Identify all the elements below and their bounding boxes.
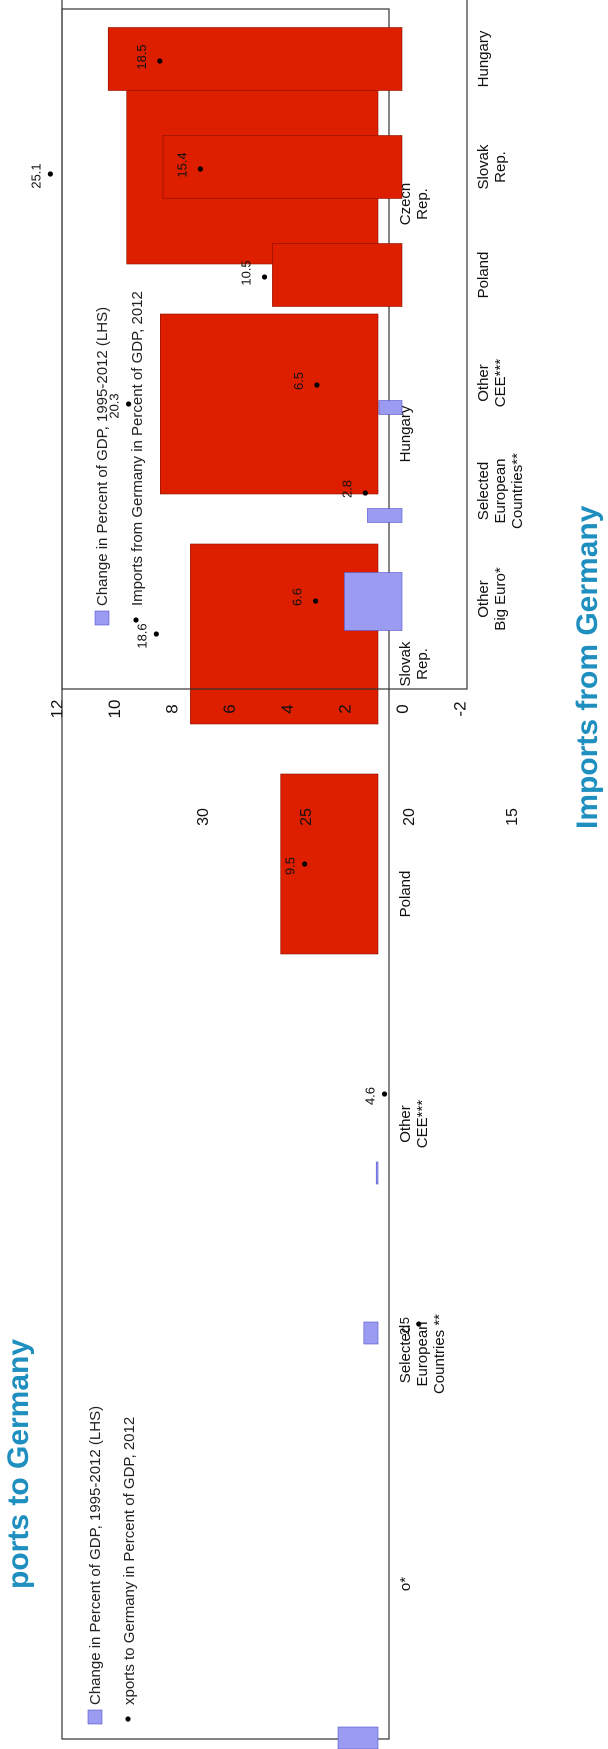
imports-category-label: CEE***	[492, 359, 509, 408]
exports-change-bar	[375, 1161, 379, 1185]
exports-level-marker	[302, 861, 308, 867]
exports-category-label: Other	[397, 1105, 414, 1143]
imports-axis-tick-label: 10	[105, 700, 124, 719]
exports-value-label: 2.5	[397, 1317, 412, 1335]
exports-legend-change: Change in Percent of GDP, 1995-2012 (LHS…	[87, 1406, 104, 1705]
exports-category-label: Countries **	[431, 1314, 448, 1394]
imports-axis-tick-label: 12	[47, 700, 66, 719]
imports-value-label: 6.5	[291, 372, 306, 390]
imports-axis-tick-label: 8	[163, 704, 182, 713]
exports-change-bar	[159, 313, 379, 495]
imports-category-axis: Other Big Euro*Selected European Countries*…	[475, 30, 526, 631]
imports-left-axis: -2 0 2 4 6 8 10 12	[47, 700, 469, 719]
exports-legend-swatch-change	[87, 1709, 103, 1725]
exports-category-label: Selected	[397, 1325, 414, 1383]
exports-change-bar	[337, 1726, 379, 1749]
exports-rhs-tick-label: 30	[195, 808, 212, 826]
exports-chart-title: ports to Germany	[2, 1339, 35, 1589]
imports-category-label: Slovak	[475, 144, 492, 190]
imports-category-label: Other	[475, 580, 492, 618]
exports-level-marker	[416, 1321, 422, 1327]
imports-level-marker	[261, 274, 268, 280]
imports-category-label: Other	[475, 364, 492, 402]
imports-change-bar	[272, 243, 403, 307]
imports-category-label: Hungary	[475, 30, 492, 87]
imports-change-bar	[107, 27, 403, 91]
imports-axis-tick-label: 0	[393, 704, 412, 713]
exports-category-label: Rep.	[414, 188, 431, 220]
exports-legend-level: xports to Germany in Percent of GDP, 201…	[121, 1417, 138, 1705]
imports-value-label: 10.5	[239, 260, 254, 285]
imports-axis-tick-label: -2	[451, 701, 470, 716]
imports-category-label: European	[492, 458, 509, 523]
exports-level-marker	[153, 631, 159, 637]
imports-value-label: 18.5	[134, 44, 149, 69]
exports-change-bar	[363, 1321, 379, 1345]
exports-value-label: 25.1	[28, 163, 43, 188]
exports-rhs-tick-label: 20	[401, 808, 418, 826]
imports-value-label: 6.6	[290, 588, 305, 606]
exports-category-label: Slovak	[397, 641, 414, 687]
imports-legend-marker	[133, 617, 139, 623]
imports-category-label: Poland	[475, 252, 492, 299]
imports-level-marker	[313, 598, 319, 604]
imports-category-label: Selected	[475, 462, 492, 520]
imports-category-label: Rep.	[492, 151, 509, 183]
imports-change-bar	[367, 508, 403, 523]
exports-category-label: Hungary	[397, 405, 414, 462]
imports-bars: 6.6 2.8 6.5 10.5 15.4 18.5	[107, 27, 403, 631]
exports-category-label: European	[414, 1321, 431, 1386]
imports-change-bar	[162, 135, 403, 199]
exports-category-label: o*	[397, 1577, 414, 1591]
imports-value-label: 15.4	[174, 152, 189, 177]
exports-value-label: 9.5	[283, 857, 298, 875]
imports-change-bar	[344, 572, 403, 631]
exports-change-bar	[280, 773, 379, 955]
imports-chart: Imports from Germany Change in Percent o…	[47, 0, 604, 829]
exports-rhs-tick-label: 25	[298, 808, 315, 826]
exports-change-bar	[190, 543, 379, 725]
imports-axis-tick-label: 2	[335, 704, 354, 713]
exports-category-label: Rep.	[414, 648, 431, 680]
exports-category-axis: o* Selected European Countries ** Other CEE**…	[397, 183, 448, 1591]
exports-legend-marker	[125, 1716, 131, 1722]
imports-category-label: Big Euro*	[492, 567, 509, 631]
imports-legend-level: Imports from Germany in Percent of GDP, …	[129, 291, 146, 606]
imports-category-label: Countries**	[509, 453, 526, 529]
imports-level-marker	[157, 58, 163, 64]
imports-level-marker	[314, 382, 320, 388]
exports-level-marker	[381, 1091, 388, 1097]
exports-level-marker	[126, 401, 132, 407]
exports-rhs-ticks: 051015202530051015202530	[195, 808, 608, 826]
imports-value-label: 2.8	[339, 480, 354, 498]
exports-level-marker	[47, 171, 53, 177]
exports-category-label: Poland	[397, 871, 414, 918]
imports-chart-title: Imports from Germany	[571, 505, 604, 829]
imports-plot-frame	[61, 0, 468, 690]
imports-level-marker	[362, 490, 368, 496]
imports-change-bar	[378, 400, 403, 415]
exports-category-label: CEE***	[414, 1100, 431, 1149]
imports-axis-tick-label: 6	[220, 704, 239, 713]
exports-rhs-tick-label: 15	[504, 808, 521, 826]
imports-axis-tick-label: 4	[278, 704, 297, 713]
exports-value-label: 4.6	[363, 1087, 378, 1105]
exports-value-label: 18.6	[134, 623, 149, 648]
exports-plot-frame	[61, 8, 390, 1740]
imports-legend-change: Change in Percent of GDP, 1995-2012 (LHS…	[94, 307, 111, 606]
exports-value-label: 20.3	[107, 393, 122, 418]
imports-level-marker	[197, 166, 203, 172]
imports-legend-swatch-change	[94, 610, 110, 626]
